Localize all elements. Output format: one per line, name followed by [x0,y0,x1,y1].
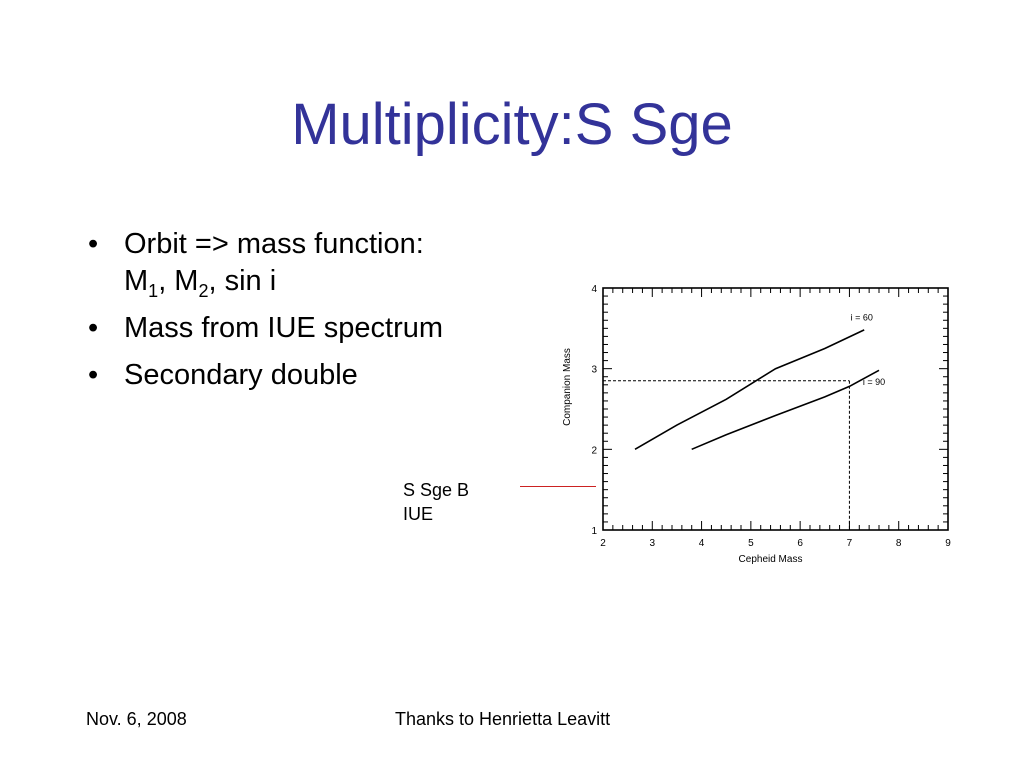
callout-line2: IUE [403,504,434,524]
bullet-text: Orbit => mass function: [124,228,424,260]
bullet-text-m2: , M [158,265,199,297]
footer-credit: Thanks to Henrietta Leavitt [395,709,611,729]
x-tick-label: 3 [650,538,656,549]
bullet-item: • Secondary double [84,357,524,394]
bullet-glyph: • [88,359,99,391]
series-line-1 [634,329,865,450]
x-axis-label: Cepheid Mass [739,554,803,565]
series-label-i90: i = 90 [863,377,885,387]
y-tick-label: 4 [591,284,597,295]
bullet-text: Mass from IUE spectrum [124,312,444,344]
x-tick-label: 5 [748,538,754,549]
bullet-glyph: • [88,228,99,260]
series-line-2 [691,369,880,451]
plot-frame [602,287,949,531]
callout-pointer-line [520,486,596,487]
x-tick-label: 9 [945,538,951,549]
subscript-1: 1 [148,281,159,301]
slide-title: Multiplicity:S Sge [291,92,733,157]
series-label-i60: i = 60 [851,312,873,322]
callout-line1: S Sge B [403,480,470,500]
footer-date: Nov. 6, 2008 [86,709,187,729]
y-tick-label: 3 [591,365,597,376]
x-tick-label: 2 [600,538,606,549]
subscript-2: 2 [198,281,209,301]
x-tick-label: 8 [896,538,902,549]
bullet-text: Secondary double [124,359,358,391]
bullet-item: • Mass from IUE spectrum [84,310,524,347]
callout-label: S Sge B IUE [403,478,469,526]
y-tick-label: 2 [591,445,597,456]
bullet-list: • Orbit => mass function: M1, M2, sin i … [84,226,524,404]
x-tick-label: 4 [699,538,705,549]
x-tick-label: 7 [847,538,853,549]
x-tick-label: 6 [797,538,803,549]
bullet-glyph: • [88,312,99,344]
bullet-item: • Orbit => mass function: M1, M2, sin i [84,226,524,300]
y-tick-label: 1 [591,526,597,537]
bullet-text-m: M [124,265,149,297]
bullet-text-sin: , sin i [208,265,277,297]
y-axis-label: Companion Mass [562,348,573,426]
